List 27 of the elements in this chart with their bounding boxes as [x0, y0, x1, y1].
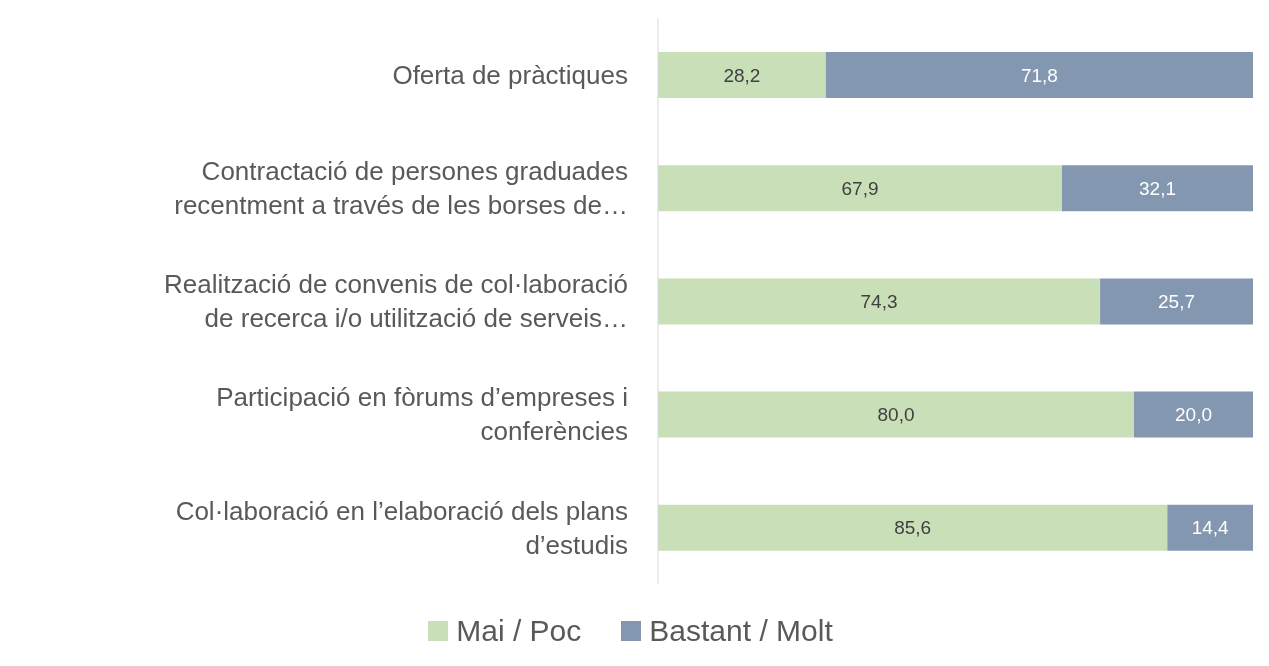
- bar: [658, 504, 1168, 551]
- data-label: 14,4: [1191, 517, 1230, 539]
- y-tick-label: Col·laboració en l’elaboració dels plans d’estudis: [175, 495, 628, 560]
- bar: [1167, 504, 1253, 551]
- bar: [1062, 165, 1253, 212]
- bar: [658, 52, 826, 98]
- data-label: 74,3: [860, 291, 898, 313]
- data-label: 32,1: [1139, 177, 1176, 199]
- bar: [825, 52, 1253, 98]
- bar: [1134, 391, 1253, 438]
- legend-label: Mai / Poc: [456, 614, 582, 648]
- data-label: 25,7: [1158, 291, 1196, 313]
- bar: [658, 391, 1134, 438]
- bar: [658, 278, 1101, 325]
- y-tick-label: Realització de convenis de col·laboració de recerca i/o utilització de serveis…: [164, 269, 628, 334]
- data-label: 71,8: [1020, 64, 1058, 86]
- legend-label: Bastant / Molt: [649, 614, 833, 648]
- data-label: 20,0: [1175, 404, 1212, 426]
- y-tick-label: Contractació de persones graduades recentment a través de les borses de…: [174, 155, 628, 220]
- y-tick-label: Participació en fòrums d’empreses i conferències: [216, 382, 628, 447]
- y-tick-label: Oferta de pràctiques: [392, 59, 628, 90]
- data-label: 67,9: [841, 177, 879, 199]
- data-label: 28,2: [723, 64, 761, 86]
- data-label: 80,0: [877, 404, 915, 426]
- bar: [1100, 278, 1253, 325]
- data-label: 85,6: [894, 517, 932, 539]
- bar: [658, 165, 1063, 212]
